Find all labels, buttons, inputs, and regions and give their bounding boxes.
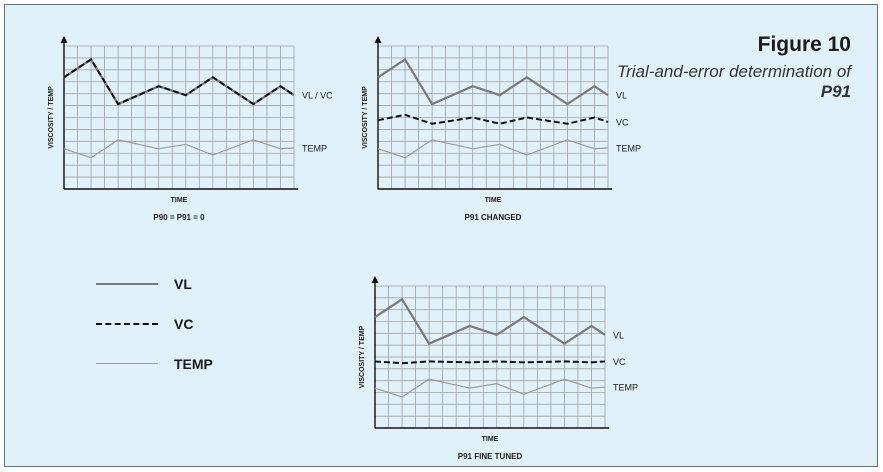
y-axis-arrow — [371, 276, 379, 283]
legend-label-vc: VC — [174, 316, 194, 332]
legend-label-temp: TEMP — [174, 356, 213, 372]
y-axis-label: VISCOSITY / TEMP — [359, 325, 366, 388]
series-line-temp — [377, 139, 609, 159]
figure-subtitle: Trial-and-error determination of — [617, 62, 851, 81]
legend-item-vl: VL — [96, 274, 296, 294]
legend-swatch-temp — [96, 363, 158, 364]
series-label-temp: TEMP — [616, 143, 641, 153]
legend-item-temp: TEMP — [96, 354, 296, 374]
chart-caption: P91 FINE TUNED — [458, 452, 523, 461]
x-axis-label: TIME — [171, 197, 188, 204]
series-label-vc: VC — [613, 357, 626, 367]
legend-label-vl: VL — [174, 276, 192, 292]
chart-caption: P90 = P91 = 0 — [153, 213, 205, 222]
legend-swatch-vc — [96, 323, 158, 325]
y-axis-arrow — [60, 36, 68, 43]
series-label-vl: VL — [613, 330, 624, 340]
x-axis-label: TIME — [482, 436, 499, 443]
series-line-vc — [377, 113, 609, 125]
series-label-vl-vc: VL / VC — [302, 91, 333, 101]
series-line-vc — [374, 360, 606, 365]
figure-frame — [4, 4, 878, 467]
figure-title: Figure 10 — [757, 33, 851, 56]
series-label-vc: VC — [616, 117, 629, 127]
series-label-vl: VL — [616, 91, 627, 101]
figure-caption: Figure 10 Trial-and-error determination … — [617, 32, 851, 102]
legend-item-vc: VC — [96, 314, 296, 334]
series-line-temp — [374, 378, 606, 398]
x-axis-label: TIME — [485, 197, 502, 204]
y-axis-label: VISCOSITY / TEMP — [362, 86, 369, 149]
chart-3: VISCOSITY / TEMP TIME P91 FINE TUNED VL VC TE… — [359, 276, 638, 461]
chart-1: VISCOSITY / TEMP TIME P90 = P91 = 0 VL / VC… — [48, 36, 333, 222]
series-label-temp: TEMP — [613, 383, 638, 393]
legend: VL VC TEMP — [96, 270, 256, 380]
series-line-vc — [63, 57, 295, 106]
series-label-temp: TEMP — [302, 143, 327, 153]
y-axis-label: VISCOSITY / TEMP — [48, 86, 55, 149]
series-line-temp — [63, 139, 295, 159]
y-axis-arrow — [374, 36, 382, 43]
chart-caption: P91 CHANGED — [465, 213, 522, 222]
legend-swatch-vl — [96, 283, 158, 285]
series-line-vl — [374, 297, 606, 346]
chart-2: VISCOSITY / TEMP TIME P91 CHANGED VL VC TEMP — [362, 36, 641, 222]
figure-parameter: P91 — [820, 82, 851, 101]
series-line-vl — [377, 57, 609, 106]
